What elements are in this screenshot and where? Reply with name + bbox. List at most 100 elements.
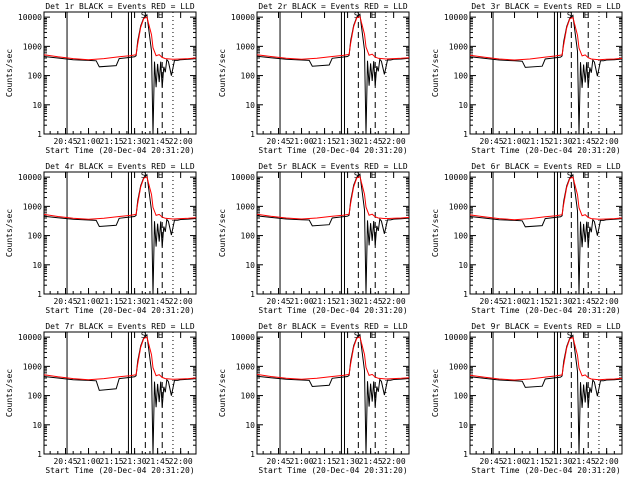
y-axis-label: Counts/sec <box>218 49 227 97</box>
y-tick-label: 10 <box>458 101 468 110</box>
plot-frame <box>43 331 197 455</box>
plot-frame <box>43 171 197 295</box>
y-tick-label: 1 <box>463 130 468 139</box>
x-tick-label: 20:45 <box>479 297 503 306</box>
x-axis-label: Start Time (20-Dec-04 20:31:20) <box>471 146 620 155</box>
x-axis-label: Start Time (20-Dec-04 20:31:20) <box>45 306 194 315</box>
x-tick-label: 21:00 <box>502 137 526 146</box>
marker-label: E <box>584 11 589 20</box>
x-tick-label: 21:45 <box>572 137 596 146</box>
y-axis-label: Counts/sec <box>218 209 227 257</box>
y-tick-label: 100 <box>241 392 256 401</box>
y-tick-label: 10 <box>32 421 42 430</box>
marker-label: E <box>158 11 163 20</box>
chart-title: Det 5r BLACK = Events RED = LLD <box>258 162 407 171</box>
y-tick-label: 10000 <box>18 173 42 182</box>
x-tick-label: 21:45 <box>359 457 383 466</box>
y-tick-label: 1000 <box>23 362 42 371</box>
x-tick-label: 22:00 <box>595 137 619 146</box>
marker-label: S <box>141 171 146 180</box>
y-tick-label: 10 <box>245 421 255 430</box>
x-axis-label: Start Time (20-Dec-04 20:31:20) <box>258 466 407 475</box>
lld-series-line <box>469 16 623 61</box>
y-tick-label: 1000 <box>449 42 468 51</box>
lld-series-line <box>469 176 623 221</box>
events-series-line <box>43 333 197 455</box>
y-tick-label: 10000 <box>231 173 255 182</box>
x-tick-label: 21:00 <box>502 297 526 306</box>
x-tick-label: 21:30 <box>336 457 360 466</box>
plot-frame <box>256 171 410 295</box>
y-tick-label: 10 <box>32 101 42 110</box>
y-tick-label: 10000 <box>444 173 468 182</box>
lld-series-line <box>256 175 410 220</box>
plot-frame <box>469 11 623 135</box>
lld-series-line <box>256 15 410 60</box>
chart-title: Det 3r BLACK = Events RED = LLD <box>471 2 620 11</box>
x-tick-label: 21:00 <box>76 297 100 306</box>
x-tick-label: 22:00 <box>169 137 193 146</box>
x-tick-label: 20:45 <box>266 137 290 146</box>
x-tick-label: 20:45 <box>479 137 503 146</box>
y-tick-label: 100 <box>28 392 43 401</box>
events-series-line <box>43 173 197 295</box>
x-tick-label: 21:15 <box>100 297 124 306</box>
y-tick-label: 1000 <box>236 42 255 51</box>
x-tick-label: 21:30 <box>123 457 147 466</box>
y-tick-label: 10000 <box>444 333 468 342</box>
x-tick-label: 21:00 <box>76 137 100 146</box>
y-tick-label: 100 <box>454 392 469 401</box>
chart-title: Det 4r BLACK = Events RED = LLD <box>45 162 194 171</box>
marker-label: S <box>354 171 359 180</box>
marker-label: S <box>567 171 572 180</box>
y-tick-label: 1 <box>463 290 468 299</box>
x-tick-label: 20:45 <box>266 297 290 306</box>
x-tick-label: 21:30 <box>549 457 573 466</box>
y-tick-label: 10 <box>245 101 255 110</box>
x-tick-label: 22:00 <box>382 137 406 146</box>
y-tick-label: 1000 <box>23 202 42 211</box>
x-tick-label: 21:30 <box>549 297 573 306</box>
marker-label: S <box>567 11 572 20</box>
x-tick-label: 22:00 <box>595 457 619 466</box>
y-axis-label: Counts/sec <box>218 369 227 417</box>
marker-label: E <box>158 171 163 180</box>
x-tick-label: 22:00 <box>169 297 193 306</box>
chart-title: Det 8r BLACK = Events RED = LLD <box>258 322 407 331</box>
y-tick-label: 100 <box>28 232 43 241</box>
y-tick-label: 1 <box>37 290 42 299</box>
chart-panel-2: Det 2r BLACK = Events RED = LLD 1 10 100 100… <box>218 2 410 155</box>
events-series-line <box>256 333 410 455</box>
y-tick-label: 10000 <box>231 13 255 22</box>
y-tick-label: 10000 <box>18 13 42 22</box>
marker-label: E <box>371 171 376 180</box>
x-tick-label: 21:15 <box>526 137 550 146</box>
chart-panel-8: Det 8r BLACK = Events RED = LLD 1 10 100 100… <box>218 322 410 475</box>
x-tick-label: 21:45 <box>359 297 383 306</box>
x-tick-label: 21:45 <box>146 457 170 466</box>
y-tick-label: 10000 <box>18 333 42 342</box>
plot-frame <box>43 11 197 135</box>
marker-label: E <box>584 171 589 180</box>
events-series-line <box>256 173 410 295</box>
x-axis-label: Start Time (20-Dec-04 20:31:20) <box>258 306 407 315</box>
x-tick-label: 21:15 <box>100 137 124 146</box>
lld-series-line <box>43 16 197 61</box>
y-tick-label: 10 <box>32 261 42 270</box>
marker-label: E <box>371 11 376 20</box>
y-axis-label: Counts/sec <box>5 369 14 417</box>
x-tick-label: 20:45 <box>53 457 77 466</box>
x-tick-label: 20:45 <box>266 457 290 466</box>
marker-label: S <box>354 331 359 340</box>
y-axis-label: Counts/sec <box>431 209 440 257</box>
y-tick-label: 10 <box>245 261 255 270</box>
lld-series-line <box>469 336 623 381</box>
y-axis-label: Counts/sec <box>431 49 440 97</box>
x-tick-label: 20:45 <box>479 457 503 466</box>
y-tick-label: 100 <box>241 72 256 81</box>
x-tick-label: 21:15 <box>313 457 337 466</box>
x-tick-label: 21:45 <box>146 297 170 306</box>
x-tick-label: 21:45 <box>572 457 596 466</box>
plot-frame <box>256 331 410 455</box>
events-series-line <box>469 334 623 455</box>
